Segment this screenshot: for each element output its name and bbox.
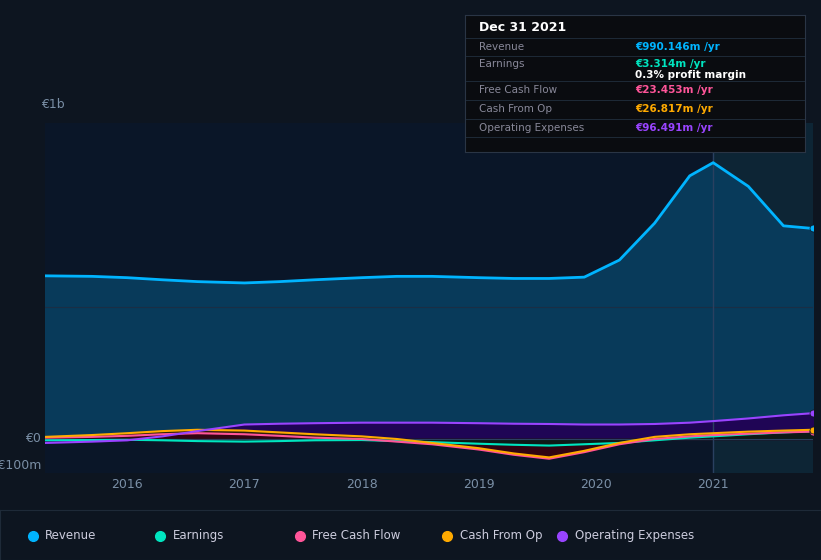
Text: €96.491m /yr: €96.491m /yr [635,123,713,133]
Text: €3.314m /yr: €3.314m /yr [635,59,705,69]
Text: €990.146m /yr: €990.146m /yr [635,41,720,52]
Text: €23.453m /yr: €23.453m /yr [635,85,713,95]
Text: 0.3% profit margin: 0.3% profit margin [635,69,746,80]
Text: €0: €0 [25,432,41,446]
Text: Operating Expenses: Operating Expenses [479,123,584,133]
Text: Cash From Op: Cash From Op [460,529,542,542]
Bar [713,123,813,473]
Text: Revenue: Revenue [479,41,524,52]
Text: €1b: €1b [41,98,65,111]
Text: Revenue: Revenue [45,529,97,542]
Text: Earnings: Earnings [172,529,224,542]
Text: Operating Expenses: Operating Expenses [575,529,694,542]
Text: Free Cash Flow: Free Cash Flow [479,85,557,95]
Text: Dec 31 2021: Dec 31 2021 [479,21,566,34]
Text: €26.817m /yr: €26.817m /yr [635,104,713,114]
Text: Free Cash Flow: Free Cash Flow [312,529,401,542]
Text: Earnings: Earnings [479,59,524,69]
Text: Cash From Op: Cash From Op [479,104,552,114]
Text: -€100m: -€100m [0,459,41,472]
